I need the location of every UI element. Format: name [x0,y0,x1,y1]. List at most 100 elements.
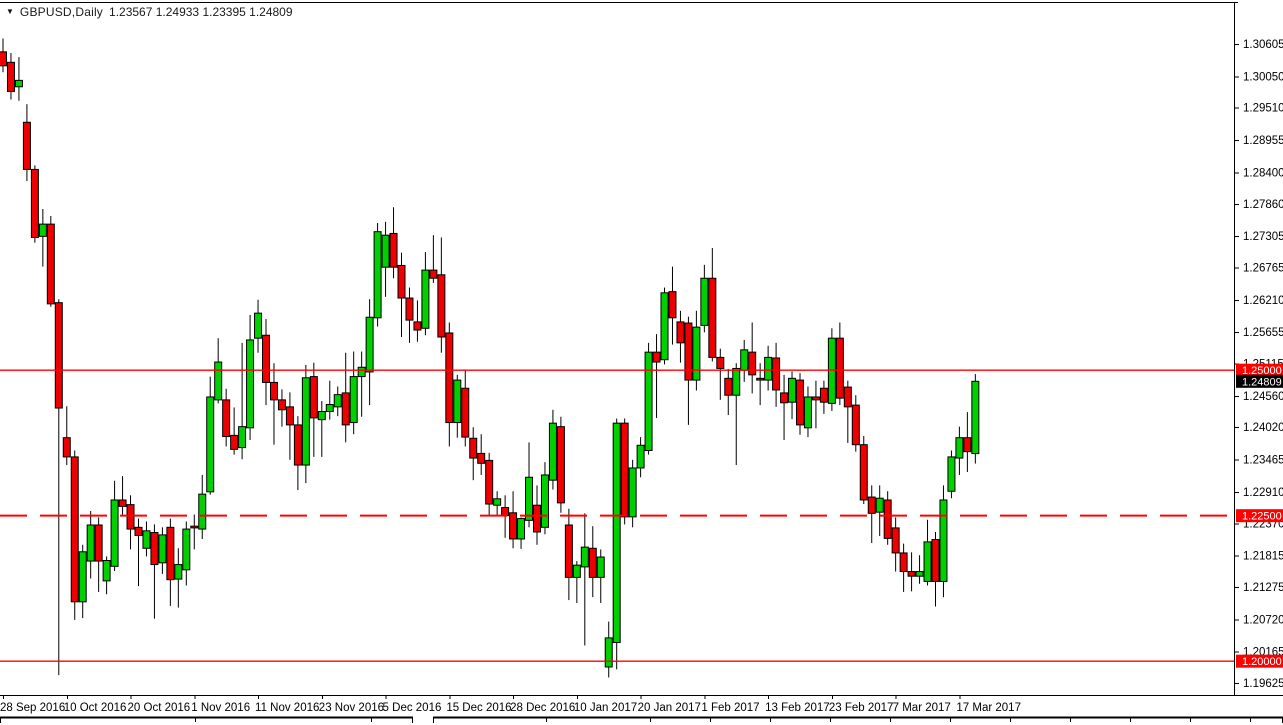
time-axis-label: 11 Nov 2016 [255,702,319,714]
quote-header: ▼ GBPUSD,Daily 1.23567 1.24933 1.23395 1… [6,5,293,19]
candle [317,401,326,457]
candle [660,287,669,365]
current-price-tag: 1.24809 [1242,376,1282,388]
price-axis-label: 1.24560 [1243,391,1283,403]
candle [46,215,55,307]
candle [572,561,581,603]
candle [811,380,820,429]
candle [772,342,781,407]
price-axis-label: 1.25655 [1243,327,1283,339]
candle [6,53,15,100]
candle [373,222,382,327]
candle [421,252,430,336]
candle [612,418,621,670]
candle [166,518,175,606]
candle [365,299,374,406]
candle [190,514,199,550]
candle [102,556,111,595]
ohlc-readout: 1.23567 1.24933 1.23395 1.24809 [109,5,293,19]
time-axis-label: 1 Feb 2017 [701,702,759,714]
candle [309,362,318,457]
level-price-tag: 1.20000 [1242,656,1282,668]
candle [923,519,932,586]
level-price-tag: 1.25000 [1242,365,1282,377]
candle [517,517,526,549]
candle [389,207,398,279]
candle [405,287,414,343]
candle [110,480,119,571]
candle [445,322,454,447]
candle [708,247,717,362]
time-axis-label: 17 Mar 2017 [956,702,1021,714]
candle [716,348,725,400]
candle [931,531,940,607]
candle [955,426,964,475]
price-axis-label: 1.21815 [1243,551,1283,563]
price-axis-label: 1.29510 [1243,103,1283,115]
candle [843,380,852,443]
candle [851,395,860,452]
candle [453,374,462,438]
price-axis-label: 1.30605 [1243,39,1283,51]
candle [780,374,789,441]
candle [564,508,573,601]
candle [70,450,79,620]
time-axis-label: 5 Dec 2016 [383,702,442,714]
price-axis-label: 1.28400 [1243,167,1283,179]
time-axis-label: 28 Dec 2016 [510,702,575,714]
candle [796,373,804,435]
time-axis-label: 7 Mar 2017 [893,702,951,714]
candle [477,434,486,475]
candle [548,409,557,490]
candle [437,237,446,353]
candle [14,57,23,101]
candle [636,437,645,478]
candle [867,485,876,544]
candle [939,485,948,598]
candle [493,491,502,516]
candle [246,314,255,441]
candle [126,495,135,550]
candle [899,543,908,592]
candle [652,334,661,418]
candle [333,386,342,417]
candle [230,407,239,455]
candle [469,427,478,481]
candle [835,322,844,406]
time-axis-label: 10 Jan 2017 [574,702,637,714]
candle [676,310,685,363]
time-axis-label: 1 Nov 2016 [191,702,250,714]
symbol-timeframe-label: GBPUSD,Daily [19,5,104,19]
candle [22,104,31,182]
candle [859,435,868,505]
candle [349,351,358,435]
candle [206,376,215,495]
candle [222,388,231,447]
candle [915,555,924,584]
price-axis-label: 1.27305 [1243,231,1283,243]
candle [883,491,892,545]
candle [724,369,733,416]
price-axis-label: 1.28955 [1243,135,1283,147]
candle [620,418,629,525]
candle [262,318,271,406]
price-axis-label: 1.20720 [1243,614,1283,626]
candle [30,165,39,243]
current-price-tag-box [1236,374,1283,388]
price-axis-label: 1.21275 [1243,582,1283,594]
candle [413,300,422,342]
candle [277,389,286,427]
time-axis-label: 20 Jan 2017 [638,702,701,714]
candle [596,549,605,603]
candle [692,310,701,391]
candle [397,252,406,338]
candle [947,450,956,499]
time-axis-label: 15 Dec 2016 [446,702,511,714]
candle [732,363,741,466]
price-axis-label: 1.23465 [1243,455,1283,467]
candle [198,474,207,539]
candle [764,345,773,391]
candle [62,406,71,466]
